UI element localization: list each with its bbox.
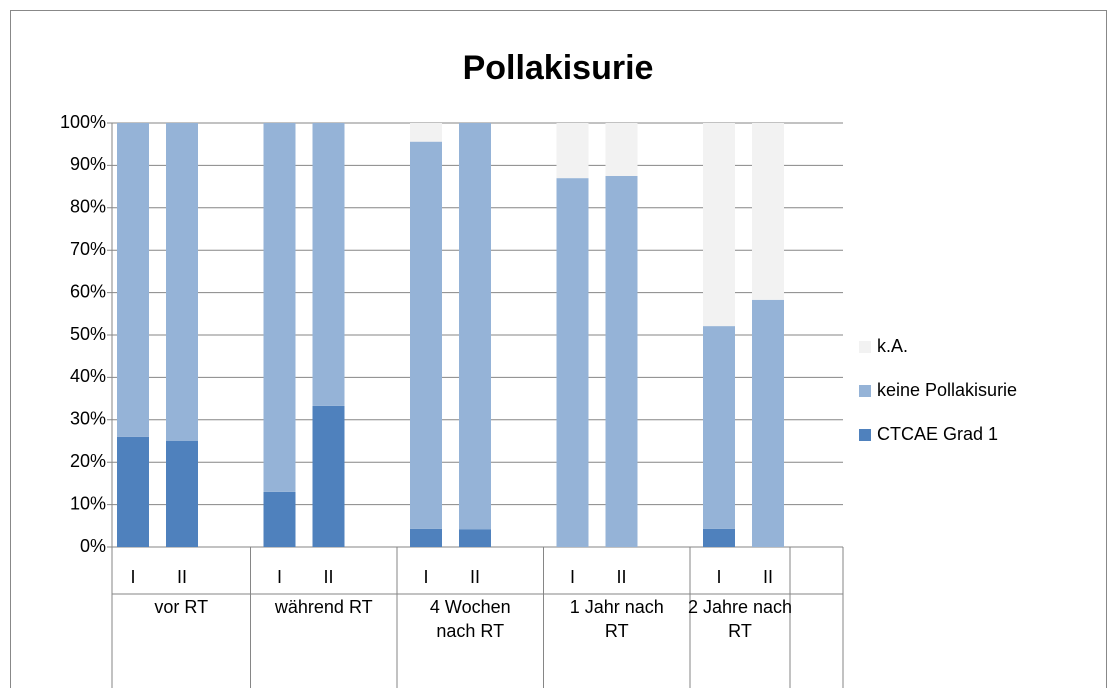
bar-segment (263, 123, 296, 492)
bar-segment (263, 491, 296, 547)
group-label: 1 Jahr nach RT (569, 597, 664, 641)
bar-segment (117, 436, 149, 547)
chart-title: Pollakisurie (463, 49, 654, 87)
x-tick-label: II (323, 567, 333, 587)
x-tick-label: II (616, 567, 626, 587)
bar-segment (605, 176, 638, 547)
legend-swatch (859, 385, 871, 397)
legend-label: keine Pollakisurie (877, 380, 1017, 400)
bar-segment (703, 326, 735, 529)
bar-segment (312, 405, 345, 547)
x-tick-label: II (177, 567, 187, 587)
x-tick-label: I (716, 567, 721, 587)
legend-label: k.A. (877, 336, 908, 356)
bar-segment (703, 528, 735, 547)
legend-swatch (859, 341, 871, 353)
y-tick-label: 10% (70, 493, 106, 513)
group-label: 4 Wochen nach RT (429, 597, 511, 641)
y-tick-label: 20% (70, 451, 106, 471)
group-label: 2 Jahre nach RT (687, 597, 793, 641)
bar-segment (459, 529, 491, 547)
y-tick-label: 60% (70, 281, 106, 301)
x-tick-label: II (470, 567, 480, 587)
group-label: vor RT (154, 597, 209, 617)
bar-segment (117, 123, 149, 437)
x-tick-label: I (570, 567, 575, 587)
y-tick-label: 40% (70, 366, 106, 386)
bar-segment (312, 123, 345, 406)
x-tick-label: I (277, 567, 282, 587)
y-tick-label: 70% (70, 239, 106, 259)
bar-segment (166, 123, 198, 441)
bar-segment (166, 441, 198, 547)
bar-segment (605, 123, 638, 176)
bar-segment (410, 141, 442, 529)
y-tick-label: 50% (70, 324, 106, 344)
group-label: während RT (274, 597, 373, 617)
x-tick-label: I (130, 567, 135, 587)
y-tick-label: 30% (70, 409, 106, 429)
bar-segment (752, 299, 784, 547)
y-tick-label: 0% (80, 536, 106, 556)
x-tick-label: I (423, 567, 428, 587)
bar-segment (703, 123, 735, 327)
bar-segment (459, 123, 491, 530)
x-tick-label: II (763, 567, 773, 587)
bar-segment (556, 123, 589, 179)
bar-segment (410, 528, 442, 547)
y-tick-label: 90% (70, 154, 106, 174)
bar-segment (752, 123, 784, 300)
bar-segment (556, 178, 589, 547)
legend-label: CTCAE Grad 1 (877, 424, 998, 444)
y-tick-label: 80% (70, 197, 106, 217)
legend-swatch (859, 429, 871, 441)
bar-segment (410, 123, 442, 142)
y-tick-label: 100% (60, 112, 106, 132)
